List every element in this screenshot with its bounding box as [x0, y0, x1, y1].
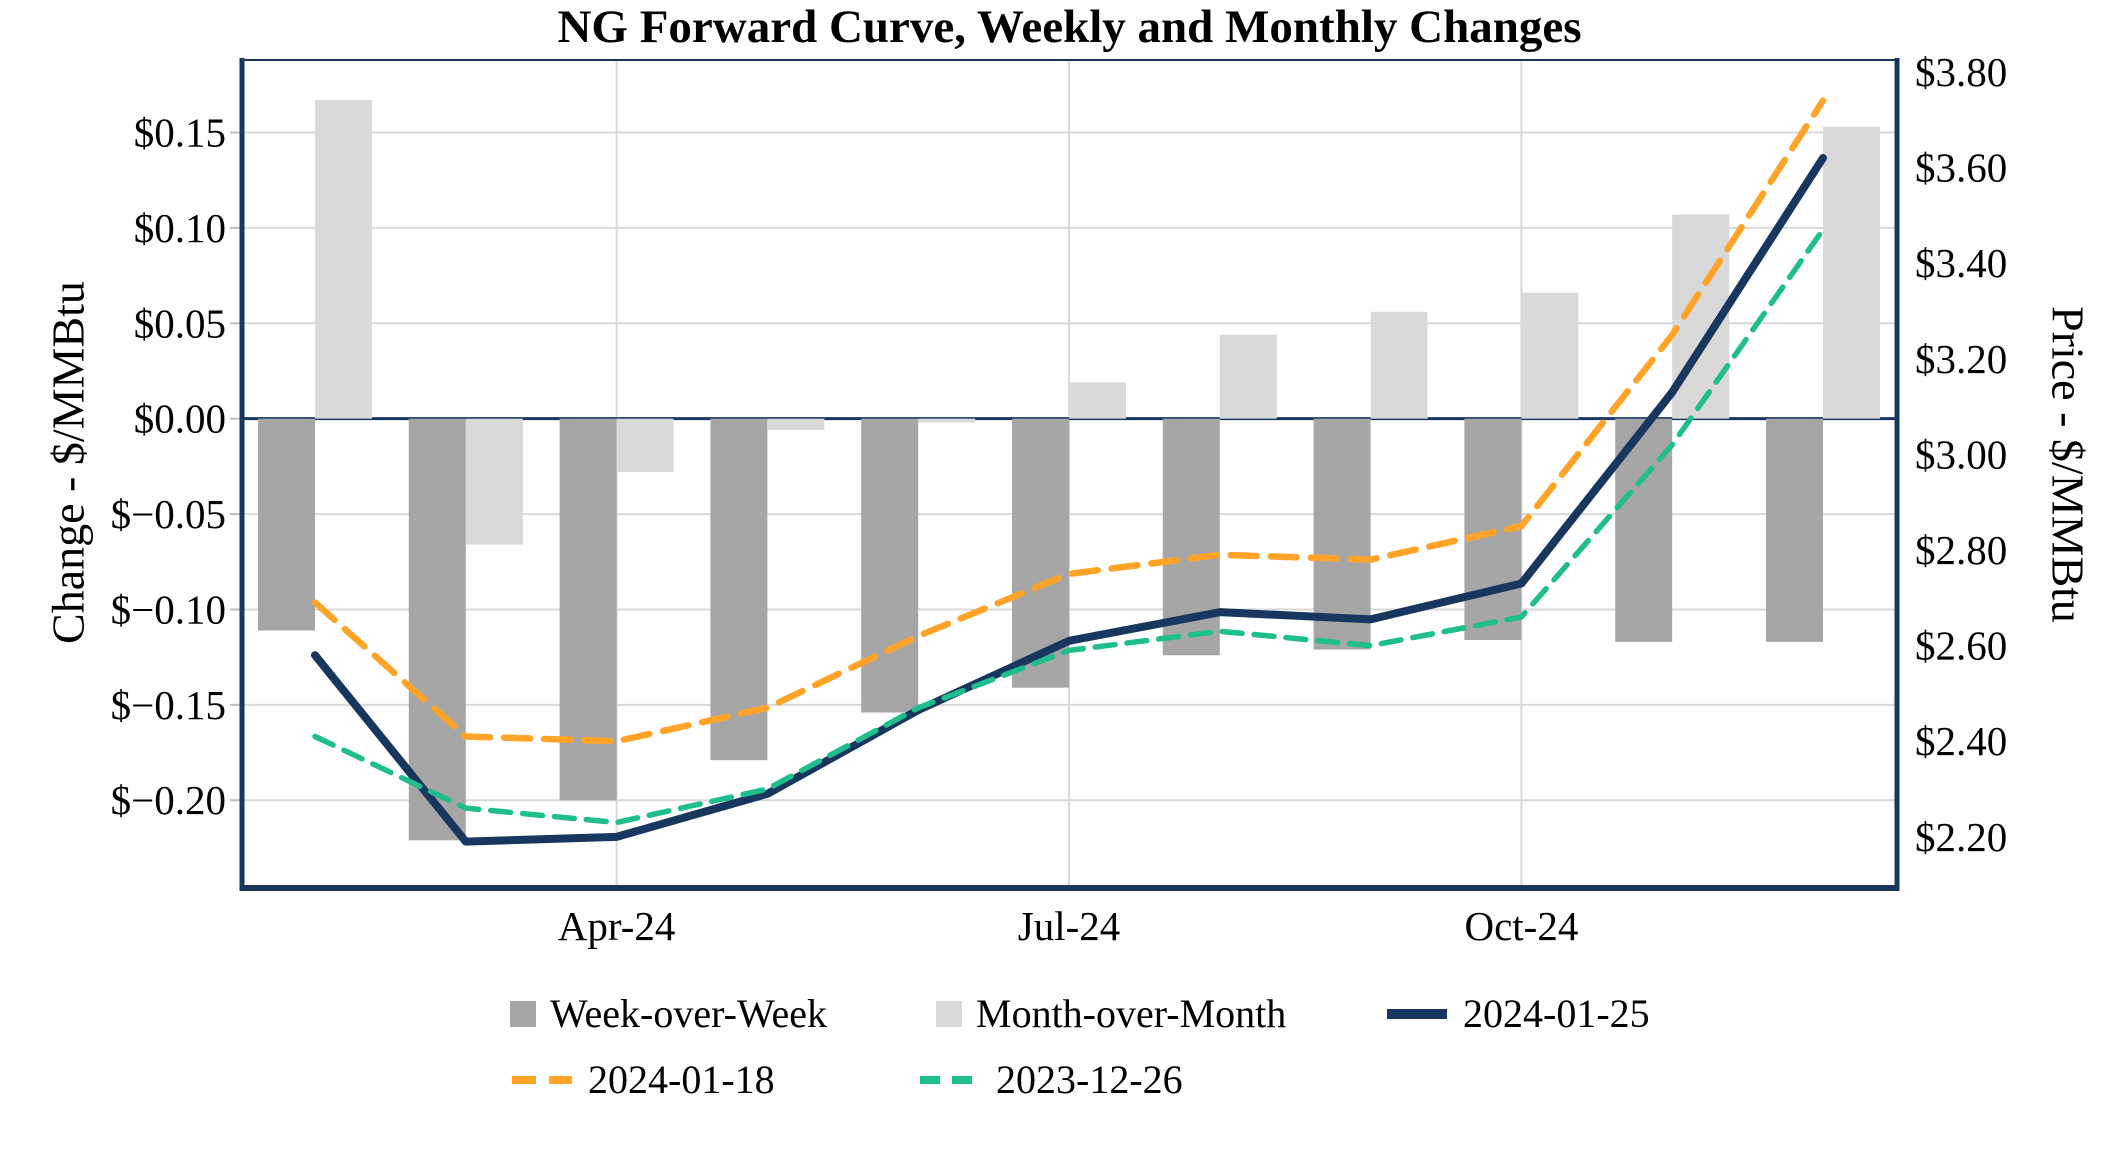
legend-label: 2024-01-25	[1463, 991, 1650, 1036]
legend-item-month-over-month: Month-over-Month	[936, 990, 1286, 1038]
left-axis-tick-label: $−0.05	[111, 491, 226, 537]
legend-label: 2023-12-26	[996, 1057, 1183, 1102]
left-axis-tick-label: $0.00	[134, 396, 226, 442]
x-axis-tick-label: Oct-24	[1464, 903, 1578, 949]
bar-month-over-month-Oct-24	[1521, 292, 1579, 419]
bar-month-over-month-May-24	[767, 418, 825, 431]
bar-week-over-week-May-24	[710, 418, 768, 761]
legend-label: Week-over-Week	[550, 991, 828, 1036]
bar-month-over-month-Aug-24	[1219, 334, 1277, 419]
week-over-week-swatch-icon	[510, 1001, 536, 1027]
right-axis-tick-label: $2.80	[1915, 527, 2007, 573]
legend-label: Month-over-Month	[976, 991, 1287, 1036]
right-axis-tick-label: $2.20	[1915, 814, 2007, 860]
month-over-month-swatch-icon	[936, 1001, 962, 1027]
right-axis-tick-label: $3.80	[1915, 49, 2007, 95]
legend-item-week-over-week: Week-over-Week	[510, 990, 827, 1038]
left-axis-tick-label: $−0.10	[111, 586, 226, 632]
right-axis-tick-label: $2.40	[1915, 718, 2007, 764]
bar-week-over-week-Mar-24	[408, 418, 466, 841]
left-axis-tick-label: $0.15	[134, 109, 226, 155]
right-axis-tick-label: $3.40	[1915, 240, 2007, 286]
right-axis-tick-label: $3.20	[1915, 336, 2007, 382]
line-2024-01-18	[311, 97, 1827, 745]
chart-title: NG Forward Curve, Weekly and Monthly Cha…	[557, 1, 1582, 53]
bar-week-over-week-Sep-24	[1313, 418, 1371, 650]
line-2024-01-25	[311, 154, 1827, 846]
left-axis-tick-label: $−0.20	[111, 777, 226, 823]
bar-month-over-month-Feb-24	[315, 100, 372, 419]
legend-label: 2024-01-18	[588, 1057, 775, 1102]
bar-month-over-month-Dec-24	[1823, 126, 1880, 419]
left-axis-tick-label: $0.05	[134, 300, 226, 346]
bar-week-over-week-Jun-24	[861, 418, 919, 713]
bar-month-over-month-Mar-24	[465, 418, 523, 545]
legend-item-curve-current: 2024-01-25	[1385, 990, 1650, 1038]
bar-month-over-month-Sep-24	[1370, 311, 1428, 419]
legend-item-curve-prior-week: 2024-01-18	[510, 1056, 775, 1104]
dashed-line-swatch-icon	[512, 1076, 572, 1084]
right-axis-tick-label: $3.60	[1915, 145, 2007, 191]
left-axis-tick-label: $−0.15	[111, 682, 226, 728]
bar-month-over-month-Apr-24	[616, 418, 674, 473]
line-2023-12-26	[312, 226, 1826, 826]
left-axis-tick-label: $0.10	[134, 205, 226, 251]
bar-month-over-month-Jun-24	[918, 418, 976, 423]
bar-week-over-week-Dec-24	[1766, 418, 1823, 642]
x-axis-tick-label: Apr-24	[558, 903, 676, 949]
x-axis-tick-label: Jul-24	[1018, 903, 1121, 949]
dashed-line-swatch-icon	[920, 1076, 980, 1084]
right-axis-tick-label: $2.60	[1915, 623, 2007, 669]
bar-month-over-month-Jul-24	[1069, 382, 1126, 419]
bar-week-over-week-Feb-24	[258, 418, 315, 631]
solid-line-swatch-icon	[1387, 1009, 1447, 1019]
legend-item-curve-prior-month: 2023-12-26	[918, 1056, 1183, 1104]
right-axis-tick-label: $3.00	[1915, 431, 2007, 477]
